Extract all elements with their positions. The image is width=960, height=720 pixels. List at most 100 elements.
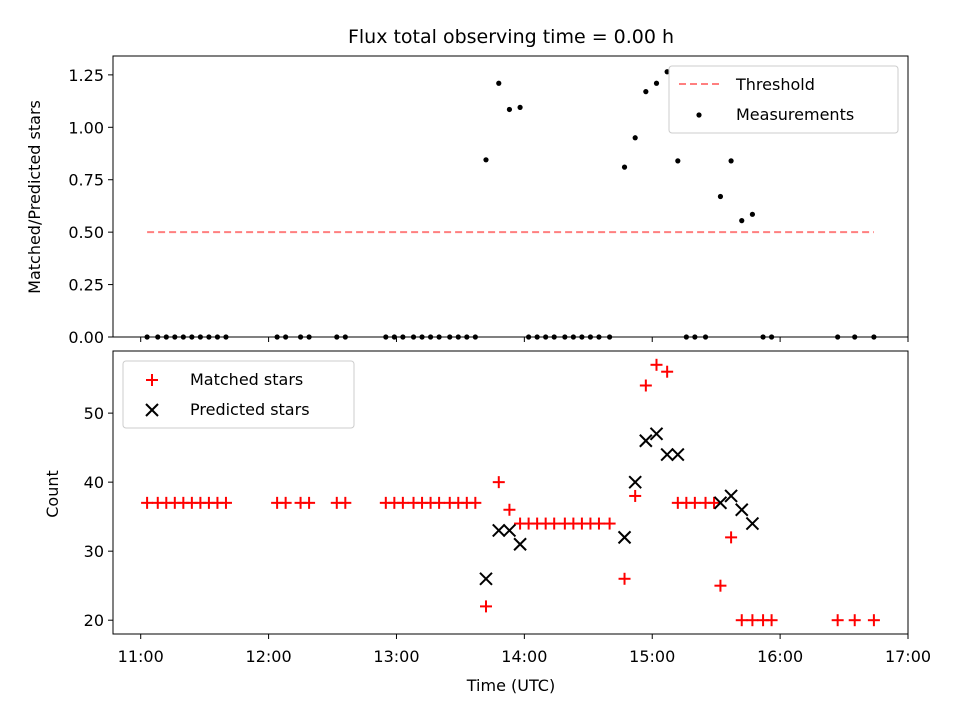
x-tick-label: 16:00 [757,647,803,666]
matched-star-marker [396,496,409,509]
x-tick-label: 12:00 [246,647,292,666]
bottom-panel: Count Time (UTC) 20 30 40 50 11:00 12:00 13:0… [43,350,931,695]
measurement-point [506,106,513,113]
measurement-point [653,80,660,86]
bottom-y-tick-label: 30 [84,542,104,561]
bottom-legend-box [122,360,355,429]
x-tick-label: 14:00 [501,647,547,666]
measurement-point [483,157,489,163]
x-tick-label: 15:00 [629,647,675,666]
predicted-star-marker [628,475,642,489]
matched-star-marker [725,531,738,544]
predicted-star-marker [639,434,653,448]
matched-star-marker [714,579,727,592]
matched-star-marker [141,496,154,509]
matched-star-marker [492,476,505,489]
bottom-y-ticks: 20 30 40 50 [84,404,113,630]
matched-star-marker [469,496,482,509]
predicted-star-marker [671,447,685,462]
measurement-point [643,89,649,95]
x-tick-label: 17:00 [885,647,931,666]
top-y-ticks: 0.00 0.25 0.50 0.75 1.00 1.25 [68,66,113,347]
predicted-star-marker [724,489,738,503]
matched-star-marker [735,614,748,627]
measurement-point [664,69,670,75]
top-y-tick-label: 0.25 [68,276,104,295]
predicted-star-marker [502,523,517,538]
matched-points [141,358,880,627]
bottom-x-ticks: 11:00 12:00 13:00 14:00 15:00 16:00 17:00 [118,634,931,666]
predicted-star-marker [479,572,493,586]
matched-star-marker [592,517,605,530]
matched-star-marker [303,496,316,509]
matched-star-marker [548,517,561,530]
top-legend-box [668,65,899,134]
top-y-tick-label: 0.50 [68,223,104,242]
matched-star-marker [848,614,861,627]
top-legend: Threshold Measurements [668,65,899,134]
matched-star-marker [503,503,516,516]
legend-measurements-swatch [696,112,702,118]
predicted-star-marker [735,503,749,517]
matched-star-marker [765,614,778,627]
predicted-points [479,427,760,586]
measurement-point [728,158,734,164]
predicted-star-marker [649,427,664,441]
x-tick-label: 11:00 [118,647,164,666]
matched-star-marker [831,614,844,627]
chart-title: Flux total observing time = 0.00 h [348,26,674,48]
top-panel: Flux total observing time = 0.00 h Match… [25,26,909,347]
legend-matched-label: Matched stars [190,370,303,389]
measurement-point [749,211,756,217]
measurement-point [517,104,523,110]
matched-star-marker [746,614,759,627]
x-axis-label: Time (UTC) [466,676,555,695]
top-axes-frame [112,55,909,338]
predicted-star-marker [713,496,728,510]
matched-star-marker [661,365,674,378]
top-y-axis-label: Matched/Predicted stars [25,100,44,294]
legend-threshold-label: Threshold [735,75,815,94]
matched-star-marker [618,572,631,585]
matched-star-marker [479,600,492,613]
predicted-star-marker [492,523,506,538]
matched-star-marker [219,496,232,509]
top-x-ticks [140,337,909,342]
measurement-point [496,80,502,86]
matched-star-marker [603,517,616,530]
matched-star-marker [433,496,446,509]
matched-star-marker [339,496,352,509]
predicted-star-marker [513,537,527,551]
measurement-point [717,193,724,200]
measurement-point [632,135,638,141]
bottom-axes-frame [112,350,909,635]
matched-star-marker [650,358,663,371]
x-tick-label: 13:00 [373,647,419,666]
top-y-tick-label: 1.00 [68,118,104,137]
top-y-tick-label: 0.00 [68,328,104,347]
matched-star-marker [639,379,652,392]
top-y-tick-label: 0.75 [68,171,104,190]
predicted-star-marker [617,530,632,545]
legend-predicted-swatch [145,403,159,417]
predicted-star-marker [745,516,760,531]
bottom-y-tick-label: 20 [84,611,104,630]
legend-predicted-label: Predicted stars [190,400,310,419]
matched-star-marker [688,496,701,509]
measurement-point [621,164,628,170]
legend-matched-swatch [146,374,158,386]
bottom-y-axis-label: Count [43,470,62,518]
measurement-points [144,69,877,340]
top-y-tick-label: 1.25 [68,66,104,85]
matched-star-marker [629,489,642,502]
bottom-y-tick-label: 40 [84,473,104,492]
measurement-point [675,158,681,164]
predicted-star-marker [660,447,674,462]
bottom-legend: Matched stars Predicted stars [122,360,355,429]
matched-star-marker [867,614,880,627]
bottom-y-tick-label: 50 [84,404,104,423]
measurement-point [739,218,745,224]
matched-star-marker [708,496,721,509]
legend-measurements-label: Measurements [736,105,854,124]
